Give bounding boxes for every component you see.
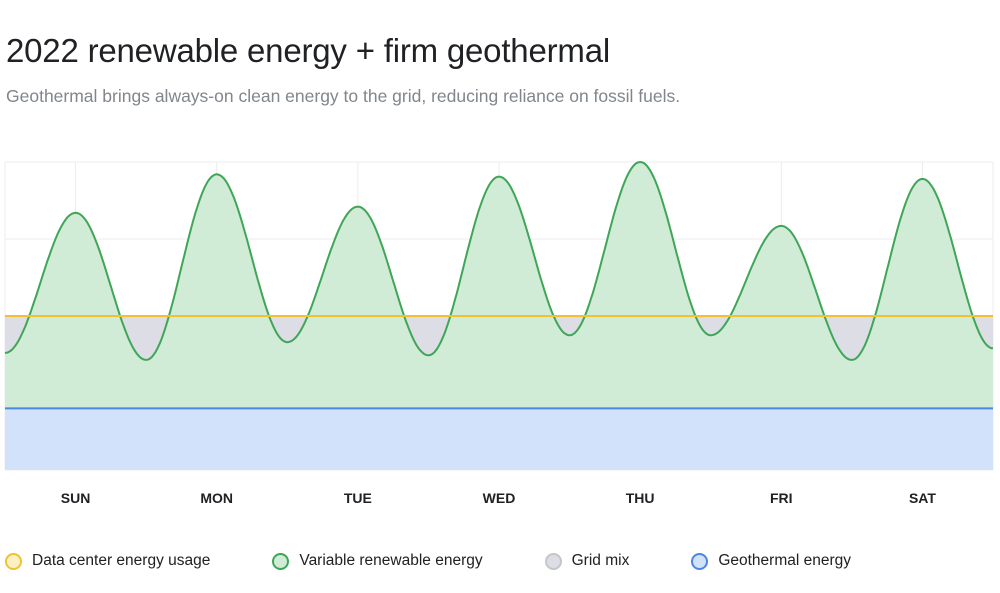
x-tick-label: WED [483,490,516,506]
x-tick-label: MON [200,490,233,506]
x-tick-label: FRI [770,490,793,506]
legend-label: Geothermal energy [718,552,852,569]
lines [4,160,994,410]
legend: Data center energy usage Variable renewa… [5,552,913,570]
geothermal-area [5,408,993,470]
x-axis-ticks: SUN MON TUE WED THU FRI SAT [61,490,937,506]
legend-item-data-center[interactable]: Data center energy usage [5,552,210,570]
legend-item-renewable[interactable]: Variable renewable energy [272,552,483,570]
chart-subtitle: Geothermal brings always-on clean energy… [6,86,681,106]
legend-label: Variable renewable energy [299,552,483,569]
legend-item-grid-mix[interactable]: Grid mix [544,552,630,570]
x-tick-label: SUN [61,490,91,506]
renewable-area [5,162,993,409]
legend-label: Data center energy usage [32,552,211,569]
areas [5,162,993,470]
renewable-line [4,160,994,361]
x-tick-label: THU [626,490,655,506]
legend-swatch-data-center [5,552,22,570]
legend-swatch-geothermal [691,552,709,570]
x-tick-label: TUE [344,490,372,506]
legend-item-geothermal[interactable]: Geothermal energy [691,552,851,570]
legend-label: Grid mix [571,552,630,569]
chart-title: 2022 renewable energy + firm geothermal [6,32,610,69]
legend-swatch-renewable [272,552,290,570]
x-tick-label: SAT [909,490,936,506]
energy-chart: SUN MON TUE WED THU FRI SAT [4,160,994,506]
legend-swatch-grid-mix [544,552,562,570]
